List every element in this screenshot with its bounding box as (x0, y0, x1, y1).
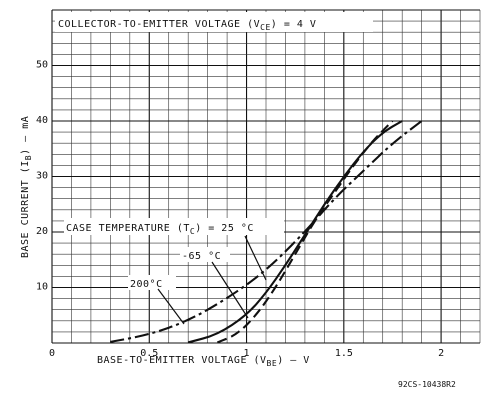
arrow-minus65 (211, 261, 249, 319)
top-annotation: COLLECTOR-TO-EMITTER VOLTAGE (VCE) = 4 V (58, 19, 316, 32)
x-tick-label: 1.5 (335, 348, 353, 359)
y-tick-label-bg (35, 113, 50, 124)
x-axis-label: BASE-TO-EMITTER VOLTAGE (VBE) — V (97, 355, 310, 368)
case-annotation: CASE TEMPERATURE (TC) = 25 °C (66, 223, 254, 236)
y-tick-label-bg (35, 168, 50, 180)
y-tick-label: 40 (36, 115, 48, 126)
arrow-25c (244, 235, 267, 281)
case-annotation-box (64, 218, 284, 235)
y-tick-label-bg (35, 224, 50, 235)
y-tick-label: 10 (36, 282, 48, 293)
curve-series-1 (110, 120, 423, 343)
x-tick-label: 2 (438, 348, 444, 359)
minus65-label: -65 °C (182, 251, 221, 262)
curves (110, 120, 423, 344)
figure-id: 92CS-10438R2 (398, 380, 456, 389)
y-tick-label: 50 (36, 60, 48, 71)
grid (51, 9, 481, 344)
tick-labels: 0 0.5 1 1.5 2 10 20 30 40 50 (35, 57, 444, 359)
top-annotation-box (55, 12, 373, 32)
label-200: 200°C (130, 279, 163, 290)
y-tick-label-bg (35, 57, 50, 69)
minus65-label-box (180, 247, 230, 262)
curve-series-3 (216, 120, 394, 344)
top-annotation-sub: CE (260, 23, 271, 32)
y-tick-label-bg (35, 279, 50, 291)
label-200-box (128, 275, 176, 290)
x-tick-label: 1 (244, 348, 250, 359)
arrow-200 (157, 288, 185, 325)
x-tick-label: 0.5 (140, 348, 158, 359)
x-tick-label: 0 (49, 348, 55, 359)
y-tick-label: 20 (36, 226, 48, 237)
curve-series-2 (187, 120, 403, 344)
y-axis-label: BASE CURRENT (IB) — mA (20, 116, 33, 258)
y-tick-label: 30 (36, 171, 48, 182)
